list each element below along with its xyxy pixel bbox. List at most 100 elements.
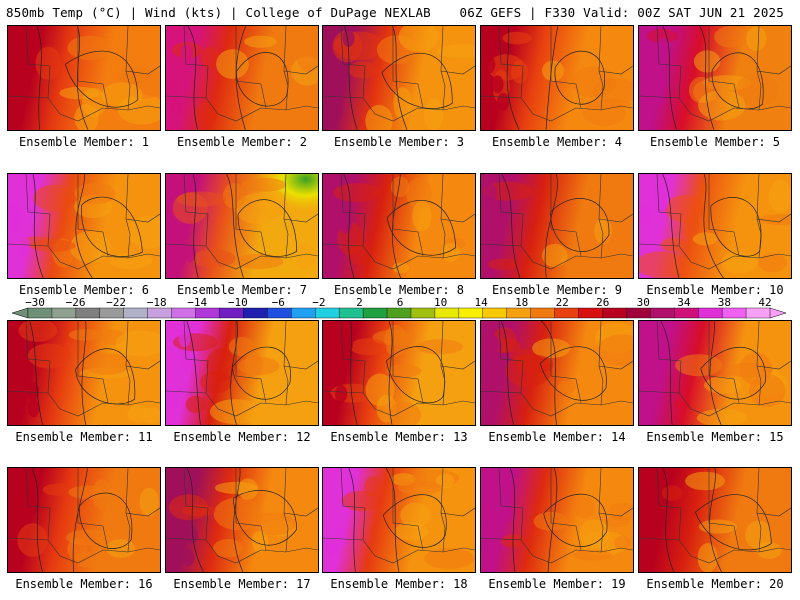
colorbar-swatch bbox=[147, 307, 173, 319]
ensemble-member-label: Ensemble Member: 20 bbox=[646, 577, 784, 591]
colorbar-tick-label: 10 bbox=[433, 296, 448, 309]
colorbar-tick-label: −30 bbox=[25, 296, 45, 309]
ensemble-member-label: Ensemble Member: 4 bbox=[491, 135, 623, 149]
colorbar-tick-label: −26 bbox=[65, 296, 86, 309]
ensemble-member-map bbox=[638, 173, 792, 279]
colorbar-swatch bbox=[697, 307, 723, 319]
colorbar-swatch bbox=[338, 307, 364, 319]
colorbar-swatch bbox=[386, 307, 412, 319]
temperature-map bbox=[639, 321, 791, 425]
colorbar-tick-label: 38 bbox=[717, 296, 732, 309]
colorbar-tick-label: 22 bbox=[555, 296, 569, 309]
ensemble-member-label: Ensemble Member: 1 bbox=[18, 135, 150, 149]
ensemble-member-label: Ensemble Member: 3 bbox=[333, 135, 465, 149]
colorbar-tick-label: 14 bbox=[474, 296, 488, 309]
colorbar-swatch bbox=[745, 307, 771, 319]
ensemble-member-map bbox=[638, 25, 792, 131]
colorbar-swatch bbox=[267, 307, 292, 319]
temperature-colorbar: −30 −26 −22 −18 −14 −10 −6 −2 2 6 10 14 18 22 26 30 34 38… bbox=[0, 296, 800, 320]
temperature-map bbox=[323, 174, 475, 278]
ensemble-member-map bbox=[7, 25, 161, 131]
colorbar-swatch bbox=[578, 307, 603, 319]
colorbar-swatch bbox=[482, 307, 508, 319]
ensemble-member-label: Ensemble Member: 13 bbox=[330, 430, 468, 444]
ensemble-member-label: Ensemble Member: 7 bbox=[176, 283, 308, 297]
temperature-map bbox=[8, 26, 160, 130]
ensemble-member-label: Ensemble Member: 15 bbox=[646, 430, 784, 444]
colorbar-tick-label: 42 bbox=[758, 296, 772, 309]
colorbar-swatch bbox=[458, 307, 484, 319]
colorbar-swatch bbox=[362, 307, 388, 319]
colorbar-swatch bbox=[315, 307, 340, 319]
colorbar-swatch bbox=[243, 307, 268, 319]
colorbar-swatch bbox=[99, 307, 125, 319]
ensemble-member-map bbox=[7, 467, 161, 573]
temperature-map bbox=[481, 321, 633, 425]
temperature-map bbox=[166, 174, 318, 278]
colorbar-swatch bbox=[602, 307, 627, 319]
colorbar-swatch bbox=[506, 307, 532, 319]
colorbar-swatch bbox=[195, 307, 220, 319]
ensemble-member-map bbox=[322, 467, 476, 573]
colorbar-swatch bbox=[123, 307, 149, 319]
ensemble-member-map bbox=[7, 173, 161, 279]
temperature-map bbox=[323, 468, 475, 572]
colorbar-swatch bbox=[674, 307, 699, 319]
ensemble-member-map bbox=[165, 320, 319, 426]
temperature-map bbox=[8, 468, 160, 572]
ensemble-member-label: Ensemble Member: 17 bbox=[173, 577, 311, 591]
ensemble-member-map bbox=[165, 467, 319, 573]
ensemble-member-label: Ensemble Member: 5 bbox=[649, 135, 781, 149]
colorbar-swatch bbox=[434, 307, 460, 319]
colorbar-tick-label: −22 bbox=[106, 296, 127, 309]
ensemble-member-label: Ensemble Member: 16 bbox=[15, 577, 153, 591]
ensemble-member-label: Ensemble Member: 2 bbox=[176, 135, 308, 149]
ensemble-member-map bbox=[165, 25, 319, 131]
ensemble-member-label: Ensemble Member: 6 bbox=[18, 283, 150, 297]
temperature-map bbox=[323, 26, 475, 130]
ensemble-member-map bbox=[480, 173, 634, 279]
temperature-map bbox=[639, 468, 791, 572]
ensemble-member-label: Ensemble Member: 12 bbox=[173, 430, 311, 444]
temperature-map bbox=[8, 321, 160, 425]
colorbar-tick-label: 2 bbox=[356, 296, 363, 309]
temperature-map bbox=[481, 26, 633, 130]
colorbar-swatch bbox=[530, 307, 556, 319]
temperature-map bbox=[166, 26, 318, 130]
colorbar-left-arrow bbox=[11, 307, 29, 319]
ensemble-member-label: Ensemble Member: 11 bbox=[15, 430, 153, 444]
colorbar-swatch bbox=[51, 307, 77, 319]
temperature-map bbox=[166, 468, 318, 572]
ensemble-member-map bbox=[638, 467, 792, 573]
ensemble-member-label: Ensemble Member: 18 bbox=[330, 577, 468, 591]
colorbar-tick-label: 30 bbox=[636, 296, 650, 309]
ensemble-member-map bbox=[480, 320, 634, 426]
colorbar-swatch bbox=[626, 307, 651, 319]
temperature-map bbox=[639, 26, 791, 130]
colorbar-swatch bbox=[219, 307, 244, 319]
colorbar-right-arrow bbox=[769, 307, 787, 319]
ensemble-member-label: Ensemble Member: 8 bbox=[333, 283, 465, 297]
colorbar-tick-label: 34 bbox=[677, 296, 691, 309]
colorbar-swatches bbox=[11, 307, 787, 319]
temperature-map bbox=[8, 174, 160, 278]
temperature-map bbox=[323, 321, 475, 425]
ensemble-member-label: Ensemble Member: 10 bbox=[646, 283, 784, 297]
colorbar-swatch bbox=[75, 307, 101, 319]
ensemble-member-label: Ensemble Member: 19 bbox=[488, 577, 626, 591]
ensemble-member-map bbox=[322, 25, 476, 131]
ensemble-member-map bbox=[165, 173, 319, 279]
map-title: 850mb Temp (°C) | Wind (kts) | College o… bbox=[6, 5, 431, 20]
colorbar-swatch bbox=[554, 307, 580, 319]
colorbar-swatch bbox=[171, 307, 197, 319]
temperature-map bbox=[166, 321, 318, 425]
ensemble-member-label: Ensemble Member: 14 bbox=[488, 430, 626, 444]
colorbar-swatch bbox=[721, 307, 747, 319]
ensemble-member-map bbox=[638, 320, 792, 426]
temperature-map bbox=[481, 468, 633, 572]
valid-time: 06Z GEFS | F330 Valid: 00Z SAT JUN 21 20… bbox=[459, 5, 784, 20]
ensemble-member-label: Ensemble Member: 9 bbox=[491, 283, 623, 297]
colorbar-tick-label: −14 bbox=[187, 296, 208, 309]
ensemble-member-map bbox=[322, 320, 476, 426]
colorbar-tick-label: 26 bbox=[596, 296, 610, 309]
